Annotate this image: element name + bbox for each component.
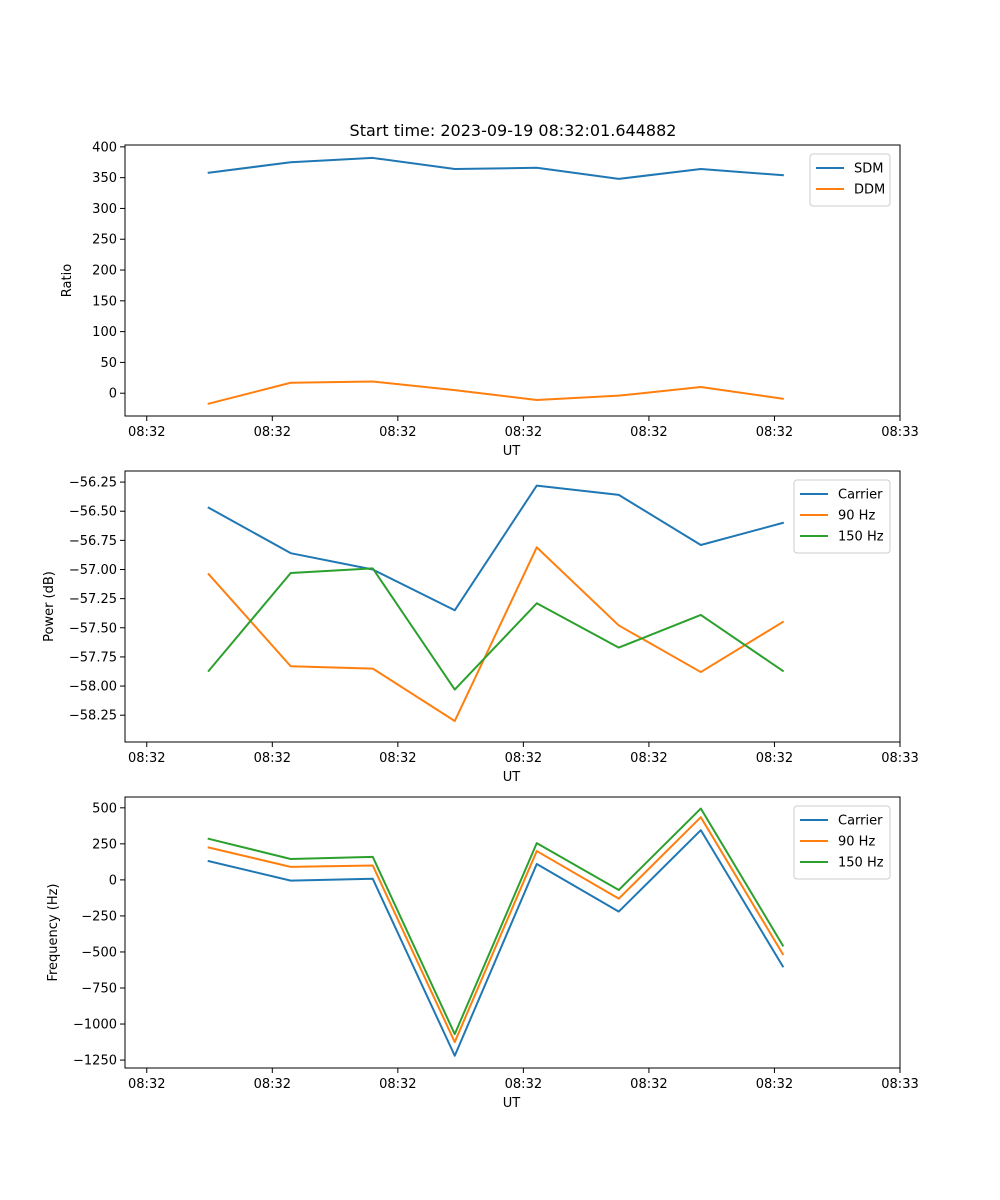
y-tick-label: −57.75 xyxy=(69,650,117,665)
subplots: 08:32 08:32 08:32 08:32 08:32 08:32 08:33 0 50 10… xyxy=(42,140,919,1111)
axes-frame xyxy=(124,470,901,743)
x-tick-label: 08:32 xyxy=(630,425,667,440)
legend: SDM DDM xyxy=(809,153,891,207)
y-tick-label: 0 xyxy=(109,873,117,888)
legend-label: Carrier xyxy=(838,488,883,503)
axes-frame xyxy=(124,796,901,1069)
y-tick-label: 250 xyxy=(92,837,117,852)
x-tick-label: 08:32 xyxy=(630,1077,667,1092)
y-tick-label: −56.75 xyxy=(69,534,117,549)
axes-frame xyxy=(124,144,901,417)
x-tick-label: 08:32 xyxy=(505,751,542,766)
legend-label: DDM xyxy=(854,183,885,198)
y-axis-label: Frequency (Hz) xyxy=(46,883,61,981)
y-tick-label: −57.25 xyxy=(69,592,117,607)
y-tick-label: −56.25 xyxy=(69,476,117,491)
legend-label: SDM xyxy=(854,162,883,177)
x-tick-label: 08:32 xyxy=(254,425,291,440)
subplot-3: 08:32 08:32 08:32 08:32 08:32 08:32 08:33 −1250… xyxy=(46,796,919,1111)
plot-area xyxy=(125,797,900,1068)
y-tick-label: −58.25 xyxy=(69,709,117,724)
x-axis-label: UT xyxy=(503,1096,521,1111)
subplot-2: 08:32 08:32 08:32 08:32 08:32 08:32 08:33 −58.2… xyxy=(42,470,919,785)
series-line-sdm xyxy=(207,156,784,180)
x-tick-label: 08:32 xyxy=(128,751,165,766)
y-tick-label: 0 xyxy=(109,387,117,402)
x-tick-label: 08:33 xyxy=(881,425,918,440)
x-tick-label: 08:32 xyxy=(505,1077,542,1092)
series-line-90-hz xyxy=(207,546,785,723)
series-line-ddm xyxy=(207,380,784,405)
series-line-90-hz xyxy=(207,816,785,1044)
x-tick-label: 08:32 xyxy=(379,425,416,440)
x-tick-label: 08:32 xyxy=(379,1077,416,1092)
y-tick-label: −1000 xyxy=(73,1018,117,1033)
y-axis-label: Ratio xyxy=(60,264,75,297)
y-tick-label: −500 xyxy=(81,945,117,960)
x-tick-label: 08:32 xyxy=(756,751,793,766)
x-tick-label: 08:32 xyxy=(379,751,416,766)
y-tick-label: 250 xyxy=(92,233,117,248)
y-tick-label: −1250 xyxy=(73,1054,117,1069)
y-tick-label: 50 xyxy=(100,356,117,371)
y-tick-label: 200 xyxy=(92,264,117,279)
figure-title: Start time: 2023-09-19 08:32:01.644882 xyxy=(350,121,677,140)
x-tick-label: 08:32 xyxy=(128,425,165,440)
y-tick-label: −57.00 xyxy=(69,563,117,578)
x-tick-label: 08:32 xyxy=(128,1077,165,1092)
x-tick-label: 08:33 xyxy=(881,751,918,766)
x-axis-label: UT xyxy=(503,770,521,785)
legend-label: Carrier xyxy=(838,814,883,829)
plot-area xyxy=(125,145,900,416)
legend-label: 90 Hz xyxy=(838,835,875,850)
series-line-150-hz xyxy=(207,567,785,691)
x-tick-label: 08:32 xyxy=(254,751,291,766)
legend-label: 90 Hz xyxy=(838,509,875,524)
legend-box xyxy=(793,805,891,880)
x-tick-label: 08:32 xyxy=(505,425,542,440)
y-tick-label: 400 xyxy=(92,140,117,155)
subplot-1: 08:32 08:32 08:32 08:32 08:32 08:32 08:33 0 50 10… xyxy=(60,140,919,459)
y-tick-label: −58.00 xyxy=(69,680,117,695)
series-line-150-hz xyxy=(207,807,785,1036)
plot-area xyxy=(125,471,900,742)
x-tick-label: 08:32 xyxy=(756,1077,793,1092)
y-tick-label: 300 xyxy=(92,202,117,217)
y-tick-label: 100 xyxy=(92,325,117,340)
y-tick-label: −250 xyxy=(81,909,117,924)
y-tick-label: −750 xyxy=(81,981,117,996)
legend: Carrier 90 Hz 150 Hz xyxy=(793,479,891,554)
x-tick-label: 08:33 xyxy=(881,1077,918,1092)
x-tick-label: 08:32 xyxy=(630,751,667,766)
legend: Carrier 90 Hz 150 Hz xyxy=(793,805,891,880)
y-tick-label: −56.50 xyxy=(69,505,117,520)
y-axis-label: Power (dB) xyxy=(42,571,57,642)
legend-box xyxy=(793,479,891,554)
y-tick-label: 500 xyxy=(92,801,117,816)
legend-label: 150 Hz xyxy=(838,530,884,545)
series-line-carrier xyxy=(207,484,785,612)
y-tick-label: 350 xyxy=(92,171,117,186)
x-tick-label: 08:32 xyxy=(254,1077,291,1092)
x-tick-label: 08:32 xyxy=(756,425,793,440)
y-tick-label: −57.50 xyxy=(69,621,117,636)
x-axis-label: UT xyxy=(503,444,521,459)
series-line-carrier xyxy=(207,829,785,1057)
legend-label: 150 Hz xyxy=(838,856,884,871)
y-tick-label: 150 xyxy=(92,294,117,309)
